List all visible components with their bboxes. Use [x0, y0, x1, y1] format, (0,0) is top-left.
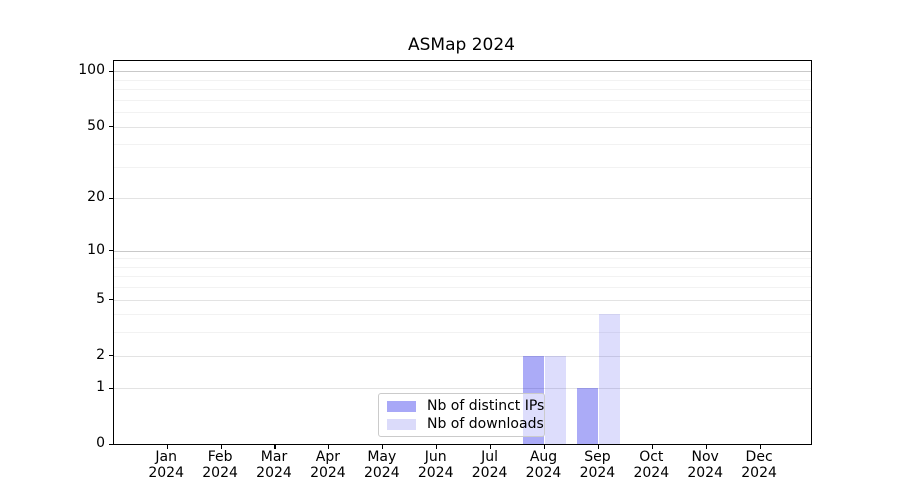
minor-gridline [114, 112, 811, 114]
minor-gridline [114, 89, 811, 91]
downloads-swatch [387, 418, 416, 430]
minor-gridline [114, 144, 811, 146]
x-tick-mark [328, 444, 330, 449]
x-tick-mark [274, 444, 276, 449]
minor-gridline [114, 166, 811, 168]
x-tick-label: Jun 2024 [417, 449, 454, 481]
minor-gridline [114, 258, 811, 260]
legend-label: Nb of distinct IPs [427, 398, 545, 414]
x-tick-mark [166, 444, 168, 449]
y-tick-mark [109, 387, 113, 389]
y-tick-label: 20 [87, 189, 105, 206]
y-tick-label: 100 [78, 62, 105, 79]
major-gridline [114, 126, 811, 128]
minor-gridline [114, 79, 811, 81]
bar-downloads [544, 355, 567, 445]
y-tick-mark [109, 197, 113, 199]
y-tick-mark [109, 126, 113, 128]
distinct-ips-swatch [387, 400, 416, 412]
x-tick-label: Dec 2024 [741, 449, 777, 481]
x-tick-mark [436, 444, 438, 449]
x-tick-mark [543, 444, 546, 449]
y-tick-label: 2 [96, 346, 105, 363]
x-tick-label: Nov 2024 [687, 449, 723, 481]
x-tick-label: Aug 2024 [525, 449, 562, 481]
y-tick-label: 5 [96, 290, 105, 307]
x-tick-label: Jul 2024 [471, 449, 508, 481]
x-tick-mark [651, 444, 653, 449]
x-tick-mark [220, 444, 222, 449]
y-tick-mark [109, 70, 113, 73]
y-tick-label: 0 [96, 435, 105, 452]
x-tick-mark [490, 444, 492, 449]
x-tick-mark [705, 444, 707, 449]
major-gridline [114, 198, 811, 200]
bar-distinct-ips [576, 388, 598, 445]
plot-area [109, 60, 812, 449]
x-tick-label: May 2024 [363, 449, 400, 481]
major-gridline [114, 250, 811, 252]
y-tick-mark [109, 354, 113, 357]
legend-item-downloads: Nb of downloads [387, 416, 544, 432]
legend: Nb of distinct IPs Nb of downloads [378, 393, 545, 437]
y-tick-mark [109, 249, 113, 252]
x-tick-label: Mar 2024 [256, 449, 292, 481]
x-tick-mark [597, 444, 599, 449]
x-tick-mark [759, 444, 761, 449]
x-tick-label: Oct 2024 [633, 449, 670, 481]
x-tick-label: Sep 2024 [579, 449, 616, 481]
major-gridline [114, 355, 811, 357]
y-tick-label: 1 [96, 379, 105, 396]
chart-title: ASMap 2024 [408, 35, 515, 55]
minor-gridline [114, 287, 811, 289]
minor-gridline [114, 332, 811, 334]
y-tick-mark [109, 298, 113, 301]
major-gridline [114, 299, 811, 301]
legend-item-distinct-ips: Nb of distinct IPs [387, 398, 544, 414]
minor-gridline [114, 266, 811, 268]
major-gridline [114, 71, 811, 73]
x-tick-mark [382, 444, 384, 449]
major-gridline [114, 388, 811, 390]
bar-downloads [598, 314, 620, 445]
y-tick-label: 50 [87, 117, 105, 134]
x-tick-label: Apr 2024 [310, 449, 346, 481]
y-tick-mark [109, 443, 113, 445]
x-tick-label: Feb 2024 [202, 449, 238, 481]
minor-gridline [114, 314, 811, 316]
legend-label: Nb of downloads [427, 416, 544, 432]
minor-gridline [114, 276, 811, 278]
x-tick-label: Jan 2024 [148, 449, 184, 481]
y-tick-label: 10 [87, 241, 105, 258]
minor-gridline [114, 99, 811, 101]
